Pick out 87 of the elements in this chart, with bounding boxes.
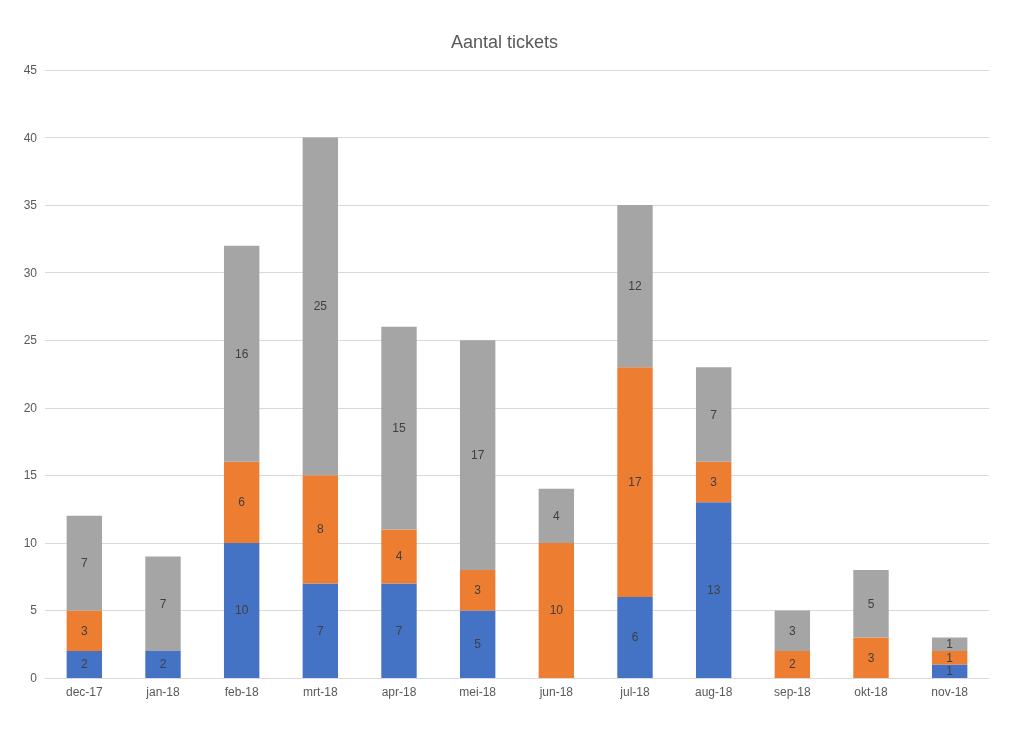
- bar: [66, 610, 103, 651]
- bar: [302, 137, 339, 476]
- y-tick-label: 15: [23, 468, 38, 483]
- data-label: 2: [80, 657, 88, 672]
- data-label: 4: [395, 549, 403, 564]
- data-label: 3: [710, 475, 718, 490]
- bar: [302, 475, 339, 584]
- bar: [459, 569, 496, 611]
- data-label: 2: [159, 657, 167, 672]
- bar: [774, 650, 811, 678]
- data-label: 3: [474, 583, 482, 598]
- bar: [145, 556, 181, 651]
- bar: [931, 650, 968, 665]
- data-label: 5: [867, 596, 875, 611]
- bar: [66, 650, 103, 678]
- y-tick-label: 0: [30, 671, 38, 685]
- data-label: 3: [867, 650, 875, 665]
- bar: [459, 610, 496, 678]
- y-tick-label: 35: [23, 198, 38, 213]
- data-label: 25: [313, 299, 328, 314]
- bar: [66, 515, 103, 611]
- x-tick-label: okt-18: [854, 685, 888, 699]
- x-tick-label: mrt-18: [303, 685, 338, 699]
- chart-title: Aantal tickets: [450, 32, 559, 52]
- data-label: 7: [316, 623, 324, 638]
- data-label: 7: [395, 623, 403, 638]
- bar: [381, 583, 417, 678]
- data-label: 13: [706, 583, 721, 598]
- data-label: 17: [628, 475, 642, 490]
- bar: [223, 245, 260, 462]
- x-tick-label: sep-18: [773, 685, 811, 699]
- bar: [145, 650, 181, 678]
- x-tick-label: feb-18: [224, 685, 259, 699]
- bar: [617, 205, 653, 368]
- y-tick-label: 5: [30, 603, 38, 618]
- data-label: 5: [474, 637, 482, 652]
- data-label: 6: [238, 495, 246, 510]
- bar: [538, 542, 575, 678]
- bar: [223, 461, 260, 543]
- x-tick-label: dec-17: [65, 685, 103, 699]
- y-tick-label: 25: [23, 333, 38, 348]
- data-label: 10: [234, 603, 249, 618]
- x-tick-label: mei-18: [459, 685, 497, 699]
- data-label: 15: [392, 421, 406, 436]
- bar: [381, 326, 417, 530]
- bar: [223, 542, 260, 678]
- bar: [538, 488, 575, 543]
- bar: [774, 610, 811, 651]
- x-tick-label: nov-18: [931, 685, 969, 699]
- bar: [617, 596, 653, 678]
- bar: [302, 583, 339, 678]
- data-label: 7: [710, 407, 718, 422]
- data-label: 16: [234, 346, 249, 361]
- bar: [931, 637, 968, 651]
- bar: [853, 637, 889, 678]
- y-tick-label: 45: [23, 63, 38, 77]
- bar: [853, 569, 889, 638]
- bar: [695, 461, 732, 503]
- data-label: 1: [946, 650, 954, 665]
- data-label: 7: [159, 596, 167, 611]
- data-label: 8: [316, 522, 324, 537]
- data-label: 10: [549, 603, 564, 618]
- bar: [695, 502, 732, 678]
- data-label: 17: [470, 448, 485, 463]
- x-tick-label: aug-18: [694, 685, 733, 699]
- bar: [617, 367, 653, 597]
- y-tick-label: 40: [23, 130, 38, 145]
- x-tick-label: jan-18: [145, 685, 180, 699]
- y-tick-label: 20: [23, 400, 38, 415]
- bar: [695, 367, 732, 462]
- data-label: 2: [788, 657, 796, 672]
- data-label: 12: [628, 279, 642, 294]
- data-label: 3: [788, 623, 796, 638]
- x-tick-label: jul-18: [619, 685, 650, 699]
- x-tick-label: jun-18: [538, 685, 574, 699]
- y-tick-label: 30: [23, 265, 38, 280]
- bar: [381, 529, 417, 584]
- data-label: 7: [80, 556, 88, 571]
- x-tick-label: apr-18: [381, 685, 417, 699]
- data-label: 1: [946, 664, 954, 679]
- data-label: 3: [80, 623, 88, 638]
- y-tick-label: 10: [23, 535, 38, 550]
- data-label: 6: [631, 630, 639, 645]
- data-label: 1: [946, 637, 954, 652]
- bar: [459, 340, 496, 570]
- bar: [931, 664, 968, 678]
- data-label: 4: [552, 508, 560, 523]
